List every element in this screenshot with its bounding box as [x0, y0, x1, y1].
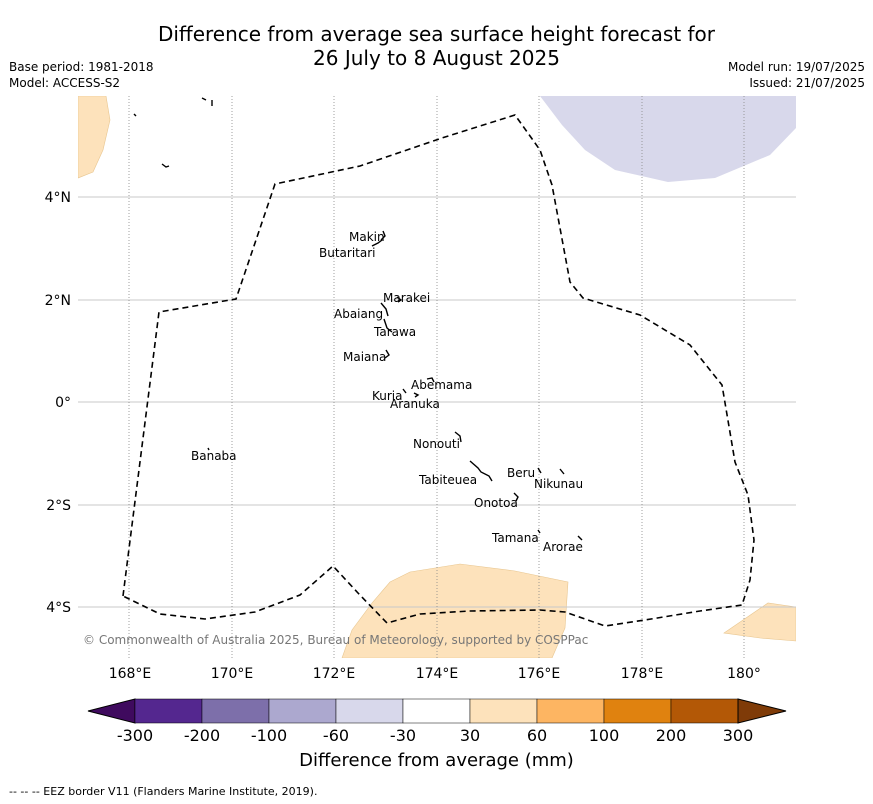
colorbar-tick-labels: -300 -200 -100 -60 -30 30 60 100 200 300: [117, 726, 753, 745]
copyright-notice: © Commonwealth of Australia 2025, Bureau…: [83, 633, 588, 647]
anomaly-region-negative-north: [540, 96, 796, 182]
island-shape-abemama: [426, 377, 435, 383]
island-shape-tabiteuea: [469, 460, 493, 482]
island-shape-abaiang: [380, 302, 389, 317]
island-shape-arorae: [577, 535, 583, 541]
island-label-butaritari: Butaritari: [319, 246, 376, 260]
issued-label: Issued: 21/07/2025: [749, 76, 865, 90]
colorbar-tick: 30: [460, 726, 480, 745]
eez-border-note: -- -- -- EEZ border V11 (Flanders Marine…: [9, 785, 318, 798]
colorbar-segment-4: [335, 698, 404, 724]
island-shape-marakei: [396, 296, 403, 303]
lon-tick-174e: 174°E: [416, 666, 459, 682]
colorbar-segment-6: [469, 698, 538, 724]
island-shape-maiana: [384, 349, 390, 359]
island-label-tabiteuea: Tabiteuea: [418, 473, 477, 487]
island-label-onotoa: Onotoa: [474, 496, 518, 510]
island-shape-north-1: [201, 97, 207, 101]
island-label-banaba: Banaba: [191, 449, 237, 463]
longitude-gridlines: [128, 96, 745, 658]
island-shape-kuria: [402, 388, 407, 394]
island-label-abaiang: Abaiang: [334, 307, 383, 321]
colorbar-tick: 60: [527, 726, 547, 745]
island-shape-north-4: [161, 163, 170, 168]
longitude-tick-labels: 168°E 170°E 172°E 174°E 176°E 178°E 180°: [109, 666, 761, 682]
colorbar-tick: 300: [723, 726, 754, 745]
lon-tick-176e: 176°E: [518, 666, 561, 682]
island-outlines: [133, 97, 583, 541]
island-shape-tarawa: [383, 318, 393, 333]
colorbar-tick: -200: [184, 726, 220, 745]
eez-border: [122, 114, 755, 627]
island-shape-banaba: [207, 447, 210, 451]
island-label-makin: Makin: [349, 230, 385, 244]
colorbar: [87, 698, 787, 724]
island-shape-nonouti: [454, 431, 462, 443]
lon-tick-178e: 178°E: [621, 666, 664, 682]
island-shape-butaritari: [371, 239, 383, 247]
colorbar-tick: 100: [589, 726, 620, 745]
lat-tick-0: 0°: [55, 395, 71, 411]
island-shape-tamana: [537, 529, 541, 534]
island-label-kuria: Kuria: [372, 389, 403, 403]
colorbar-segment-7: [536, 698, 605, 724]
lat-tick-4n: 4°N: [45, 190, 71, 206]
colorbar-title: Difference from average (mm): [299, 750, 574, 771]
colorbar-segment-2: [201, 698, 270, 724]
island-shape-north-3: [133, 113, 137, 117]
island-label-aranuka: Aranuka: [390, 397, 440, 411]
lat-tick-2s: 2°S: [46, 498, 71, 514]
map-panel: Makin Butaritari Marakei Abaiang Tarawa …: [78, 96, 796, 658]
island-label-beru: Beru: [507, 466, 535, 480]
island-shape-makin: [380, 230, 386, 241]
island-label-marakei: Marakei: [383, 291, 430, 305]
colorbar-tick: 200: [656, 726, 687, 745]
lat-tick-2n: 2°N: [45, 293, 71, 309]
island-labels: Makin Butaritari Marakei Abaiang Tarawa …: [191, 230, 583, 554]
island-label-maiana: Maiana: [343, 350, 386, 364]
lat-tick-4s: 4°S: [46, 600, 71, 616]
anomaly-region-positive-south: [341, 563, 569, 658]
island-label-nonouti: Nonouti: [413, 437, 460, 451]
colorbar-segment-8: [603, 698, 672, 724]
colorbar-segment-1: [134, 698, 203, 724]
colorbar-extend-high: [737, 698, 787, 724]
island-shape-onotoa: [513, 492, 519, 502]
colorbar-segment-3: [268, 698, 337, 724]
lon-tick-180: 180°: [727, 666, 761, 682]
colorbar-segment-5: [402, 698, 471, 724]
lon-tick-168e: 168°E: [109, 666, 152, 682]
base-period-label: Base period: 1981-2018: [9, 60, 154, 74]
island-label-tarawa: Tarawa: [373, 325, 416, 339]
colorbar-extend-low: [87, 698, 136, 724]
anomaly-region-positive-southeast: [723, 602, 796, 642]
island-shape-aranuka: [413, 392, 420, 398]
island-label-tamana: Tamana: [491, 531, 539, 545]
model-label: Model: ACCESS-S2: [9, 76, 121, 90]
colorbar-segment-9: [670, 698, 739, 724]
anomaly-region-positive-northwest: [78, 96, 111, 179]
island-label-abemama: Abemama: [411, 378, 472, 392]
latitude-tick-labels: 4°N 2°N 0° 2°S 4°S: [45, 190, 72, 616]
island-label-arorae: Arorae: [543, 540, 583, 554]
map-title-line2: 26 July to 8 August 2025: [313, 46, 560, 70]
lon-tick-172e: 172°E: [313, 666, 356, 682]
island-shape-nikunau: [559, 468, 565, 475]
island-label-nikunau: Nikunau: [534, 477, 583, 491]
colorbar-tick: -100: [251, 726, 287, 745]
island-shape-beru: [537, 467, 542, 474]
colorbar-tick: -300: [117, 726, 153, 745]
model-run-label: Model run: 19/07/2025: [727, 60, 865, 74]
map-title-line1: Difference from average sea surface heig…: [157, 22, 716, 46]
lon-tick-170e: 170°E: [211, 666, 254, 682]
colorbar-tick: -60: [323, 726, 349, 745]
colorbar-tick: -30: [390, 726, 416, 745]
